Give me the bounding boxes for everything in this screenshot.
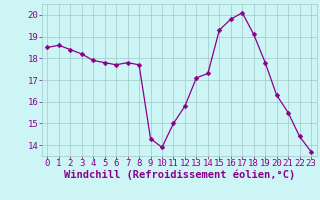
X-axis label: Windchill (Refroidissement éolien,°C): Windchill (Refroidissement éolien,°C) <box>64 170 295 180</box>
